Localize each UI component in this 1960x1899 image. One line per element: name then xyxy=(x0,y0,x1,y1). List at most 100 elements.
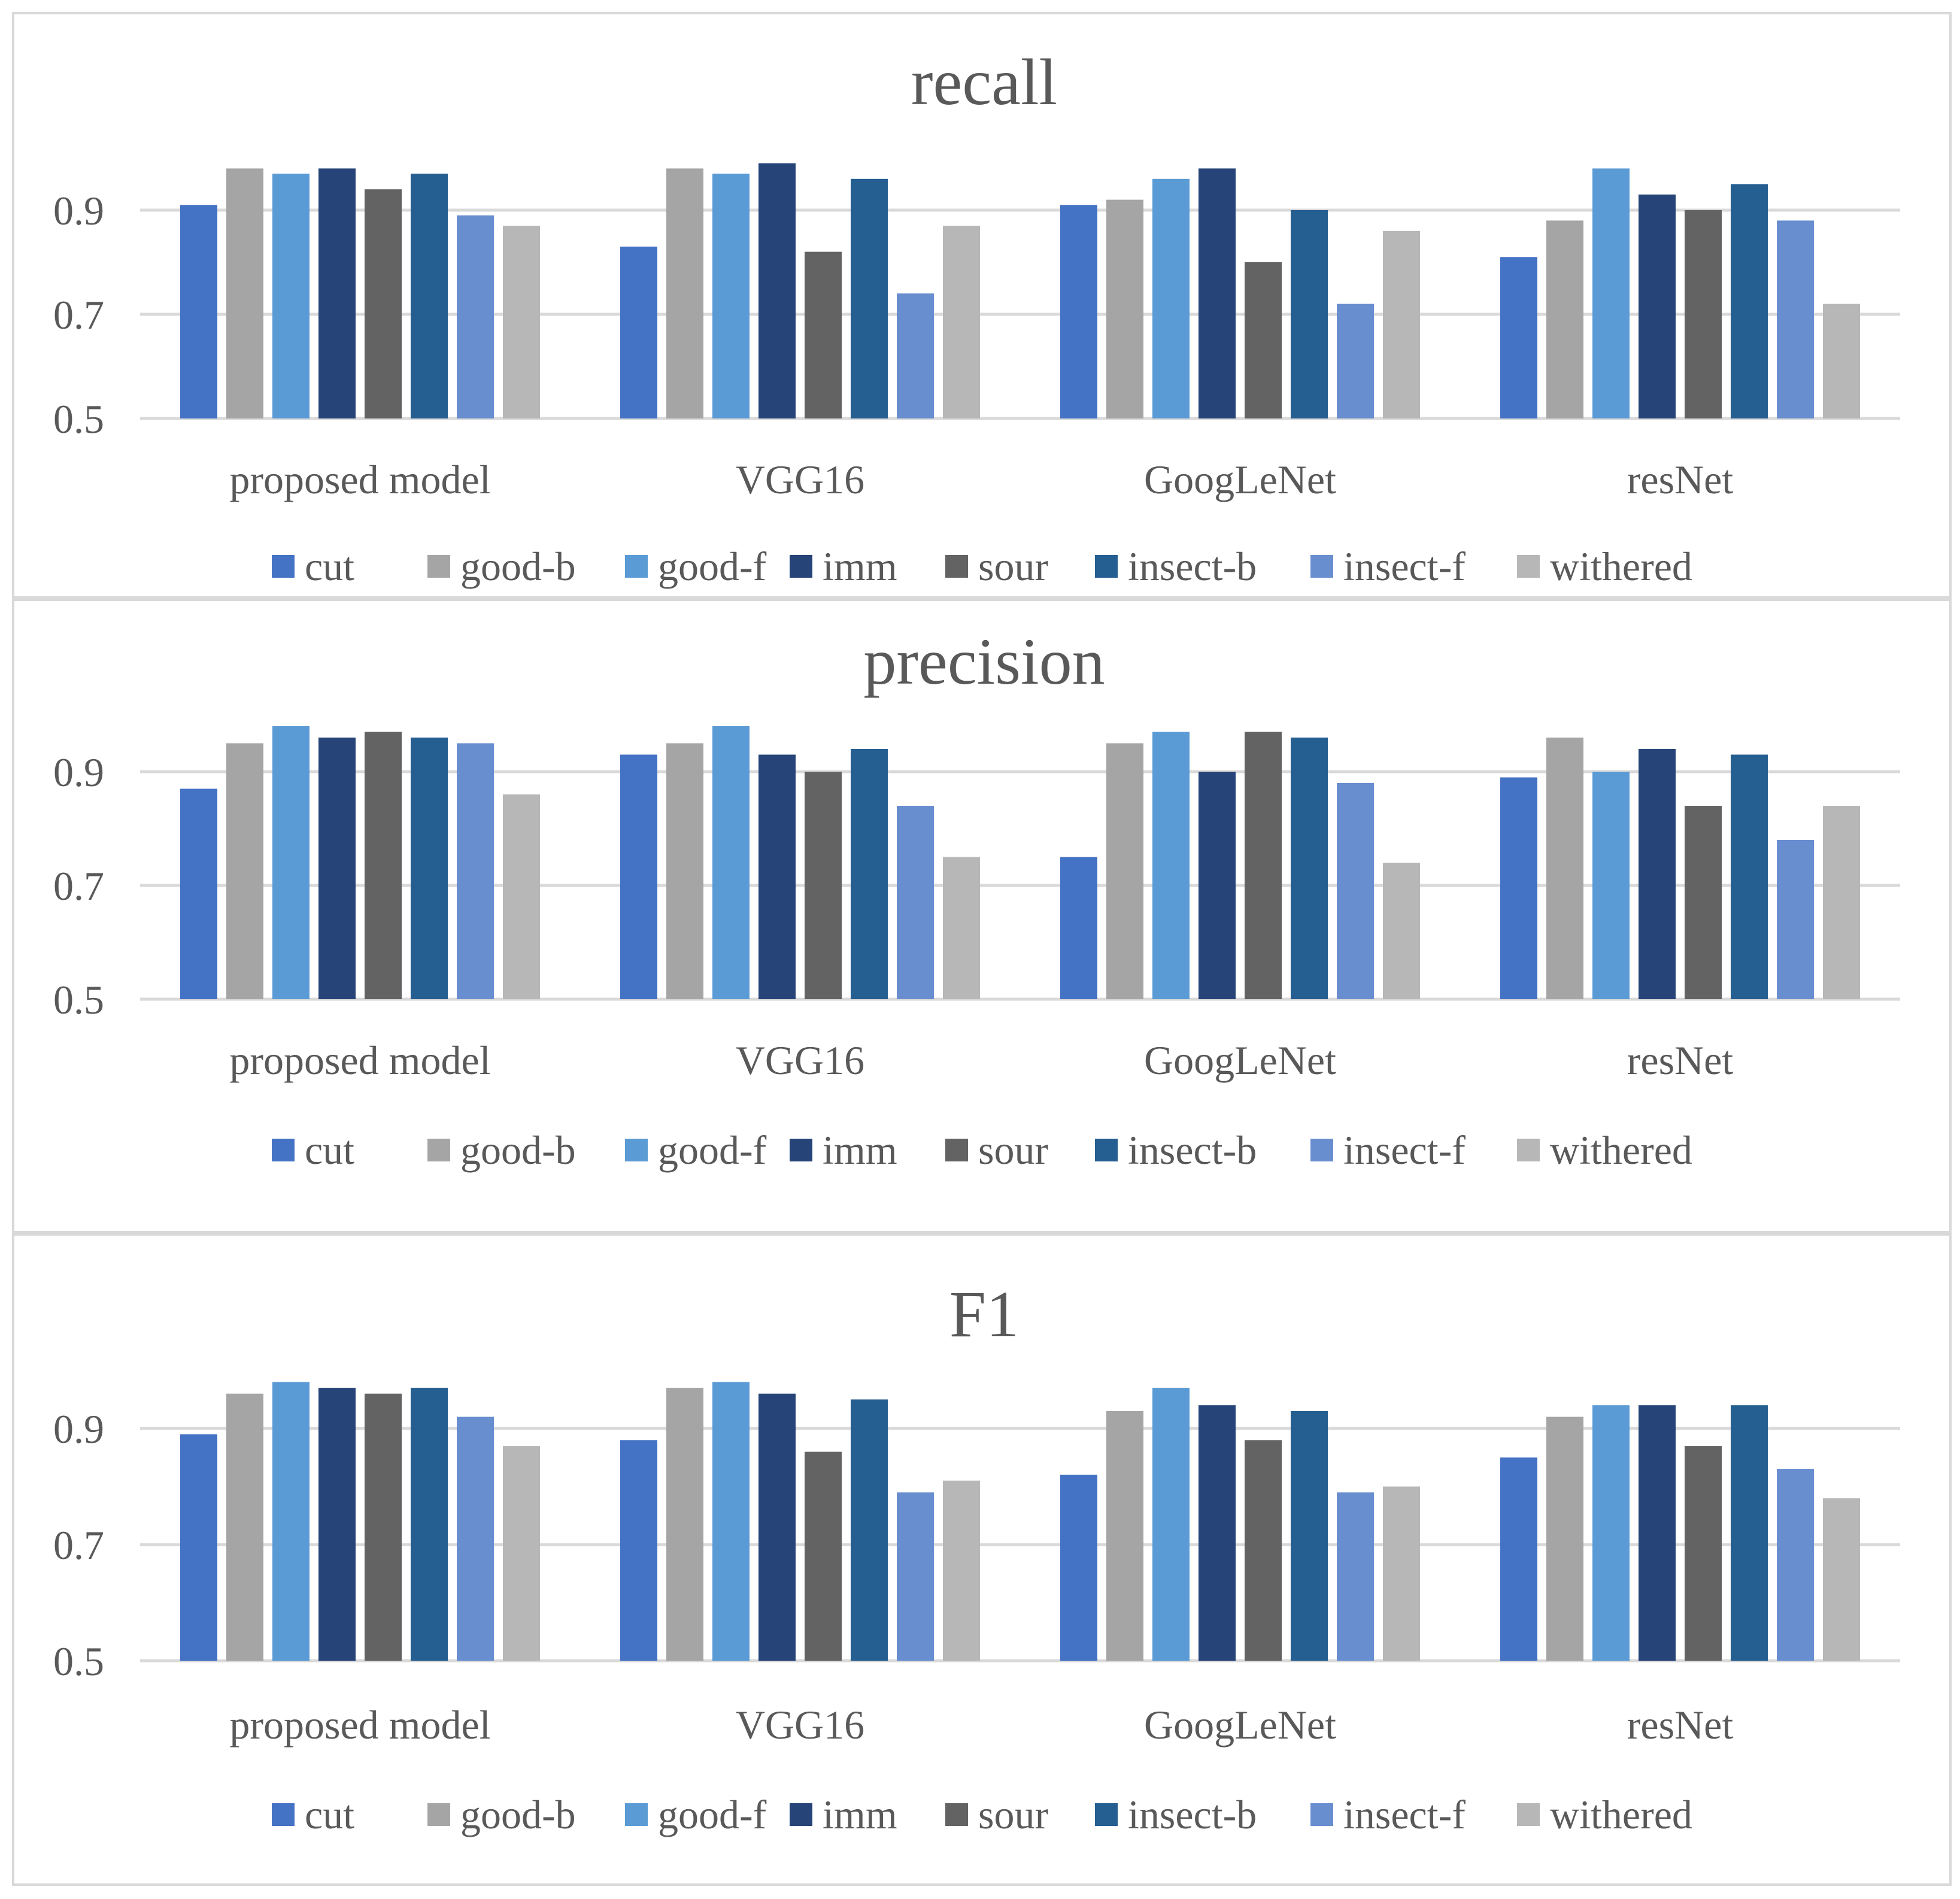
bar-imm-vgg16 xyxy=(758,163,796,418)
bar-insect-b-vgg16 xyxy=(851,178,888,418)
legend-label: good-f xyxy=(658,1127,767,1173)
bar-insect-f-vgg16 xyxy=(897,1492,934,1661)
bar-good-f-vgg16 xyxy=(712,174,750,418)
y-tick-label: 0.5 xyxy=(53,1639,104,1684)
bar-sour-resnet xyxy=(1685,806,1722,999)
bar-cut-vgg16 xyxy=(620,754,657,999)
precision-chart-panel: precision 0.5 0.7 0.9 proposed model VGG16 Goo… xyxy=(12,599,1952,1233)
bar-withered-vgg16 xyxy=(943,1481,980,1661)
category-label: resNet xyxy=(1627,457,1734,502)
bar-good-b-proposed-model xyxy=(226,743,263,999)
legend-swatch-sour xyxy=(945,1139,968,1161)
bar-cut-proposed-model xyxy=(180,1434,217,1661)
legend-label: cut xyxy=(305,544,354,589)
legend-label: good-f xyxy=(658,1792,767,1837)
f1-chart-svg: F1 0.5 0.7 0.9 proposed model VGG16 GoogLeNet r… xyxy=(53,1278,1900,1837)
category-label: VGG16 xyxy=(736,1702,864,1748)
bar-insect-b-proposed-model xyxy=(411,174,448,418)
legend-label: sour xyxy=(978,544,1048,589)
bar-good-f-vgg16 xyxy=(712,726,750,999)
bar-insect-f-googlenet xyxy=(1337,783,1374,999)
y-tick-label: 0.7 xyxy=(53,292,104,338)
bar-sour-googlenet xyxy=(1245,1440,1282,1661)
legend-label: withered xyxy=(1550,1792,1692,1837)
bar-insect-f-proposed-model xyxy=(457,1416,494,1661)
bar-withered-resnet xyxy=(1823,304,1860,418)
bar-cut-googlenet xyxy=(1060,1475,1097,1661)
bar-good-f-googlenet xyxy=(1152,1388,1190,1661)
recall-chart-panel: recall 0.5 0.7 0.9 proposed model VGG16 GoogLe… xyxy=(12,12,1952,599)
bar-insect-f-vgg16 xyxy=(897,293,934,418)
bar-good-f-resnet xyxy=(1592,168,1630,418)
legend-label: insect-f xyxy=(1343,1792,1466,1837)
bar-good-f-proposed-model xyxy=(272,726,310,999)
bar-good-b-resnet xyxy=(1546,220,1583,418)
bar-good-b-proposed-model xyxy=(226,1393,263,1661)
legend-swatch-cut xyxy=(272,1803,295,1826)
bar-withered-googlenet xyxy=(1383,863,1420,999)
precision-chart-svg: precision 0.5 0.7 0.9 proposed model VGG16 Goo… xyxy=(53,625,1900,1173)
category-label: proposed model xyxy=(229,1702,490,1748)
bar-imm-resnet xyxy=(1639,194,1676,418)
bar-withered-proposed-model xyxy=(503,226,540,418)
legend-swatch-cut xyxy=(272,555,295,578)
bar-withered-vgg16 xyxy=(943,226,980,418)
legend-label: sour xyxy=(978,1792,1048,1837)
bar-good-b-googlenet xyxy=(1106,1410,1143,1661)
category-label: resNet xyxy=(1627,1038,1734,1083)
legend-swatch-insect-b xyxy=(1095,1803,1118,1826)
bar-good-f-proposed-model xyxy=(272,174,310,418)
bar-cut-proposed-model xyxy=(180,205,217,418)
legend-swatch-insect-f xyxy=(1310,555,1333,578)
legend-swatch-good-b xyxy=(427,1803,450,1826)
bar-cut-vgg16 xyxy=(620,246,657,418)
bar-insect-b-resnet xyxy=(1731,184,1768,418)
legend-swatch-imm xyxy=(790,1803,812,1826)
bar-good-b-vgg16 xyxy=(666,1388,703,1661)
legend-label: withered xyxy=(1550,1127,1692,1173)
bar-good-b-proposed-model xyxy=(226,168,263,418)
legend-label: good-b xyxy=(460,544,576,589)
legend-label: imm xyxy=(823,1792,897,1837)
legend-swatch-good-f xyxy=(625,1803,648,1826)
bar-withered-vgg16 xyxy=(943,857,980,999)
bar-good-b-vgg16 xyxy=(666,743,703,999)
bar-sour-googlenet xyxy=(1245,262,1282,418)
category-label: resNet xyxy=(1627,1702,1734,1748)
bar-sour-resnet xyxy=(1685,210,1722,418)
legend-label: imm xyxy=(823,544,897,589)
bar-imm-googlenet xyxy=(1199,772,1236,999)
bar-insect-b-googlenet xyxy=(1291,1410,1328,1661)
y-tick-label: 0.9 xyxy=(53,188,104,233)
bar-insect-f-googlenet xyxy=(1337,304,1374,418)
bar-insect-f-vgg16 xyxy=(897,806,934,999)
bar-insect-f-googlenet xyxy=(1337,1492,1374,1661)
bar-good-f-googlenet xyxy=(1152,732,1190,999)
bar-insect-b-googlenet xyxy=(1291,738,1328,999)
bar-cut-googlenet xyxy=(1060,205,1097,418)
legend-swatch-insect-f xyxy=(1310,1139,1333,1161)
bar-imm-googlenet xyxy=(1199,168,1236,418)
bar-sour-proposed-model xyxy=(365,732,402,999)
y-tick-label: 0.9 xyxy=(53,750,104,795)
bar-withered-proposed-model xyxy=(503,1446,540,1661)
y-tick-label: 0.7 xyxy=(53,1522,104,1568)
legend-swatch-withered xyxy=(1517,1803,1540,1826)
legend-swatch-sour xyxy=(945,555,968,578)
legend-label: insect-f xyxy=(1343,544,1466,589)
category-label: GoogLeNet xyxy=(1144,1038,1336,1083)
bar-insect-b-resnet xyxy=(1731,754,1768,999)
category-label: GoogLeNet xyxy=(1144,457,1336,502)
legend-swatch-insect-b xyxy=(1095,1139,1118,1161)
legend-label: cut xyxy=(305,1127,354,1173)
bar-cut-googlenet xyxy=(1060,857,1097,999)
bar-sour-proposed-model xyxy=(365,1393,402,1661)
y-tick-label: 0.9 xyxy=(53,1406,104,1452)
legend-label: cut xyxy=(305,1792,354,1837)
bar-sour-vgg16 xyxy=(805,251,842,418)
bar-imm-resnet xyxy=(1639,749,1676,999)
legend-swatch-imm xyxy=(790,1139,812,1161)
bar-insect-b-googlenet xyxy=(1291,210,1328,418)
legend-swatch-sour xyxy=(945,1803,968,1826)
bar-good-f-resnet xyxy=(1592,1405,1630,1661)
